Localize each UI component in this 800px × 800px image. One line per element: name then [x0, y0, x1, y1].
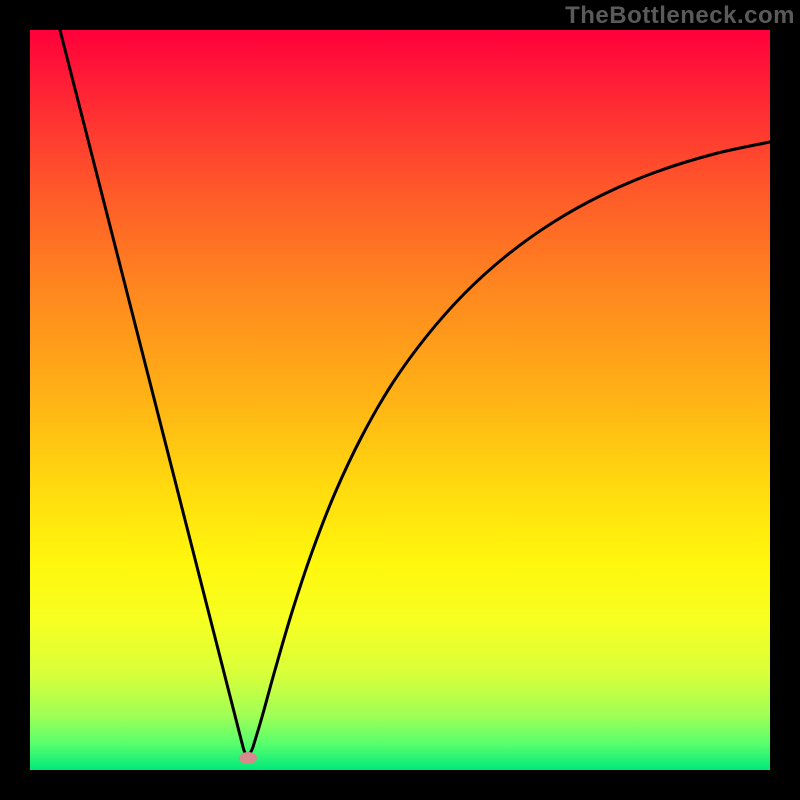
bottleneck-chart [30, 30, 770, 770]
gradient-background [30, 30, 770, 770]
frame-bottom [0, 770, 800, 800]
frame-left [0, 0, 30, 800]
frame-right [770, 0, 800, 800]
chart-area [30, 30, 770, 770]
optimal-point-marker [239, 752, 257, 764]
watermark-text: TheBottleneck.com [565, 2, 795, 30]
